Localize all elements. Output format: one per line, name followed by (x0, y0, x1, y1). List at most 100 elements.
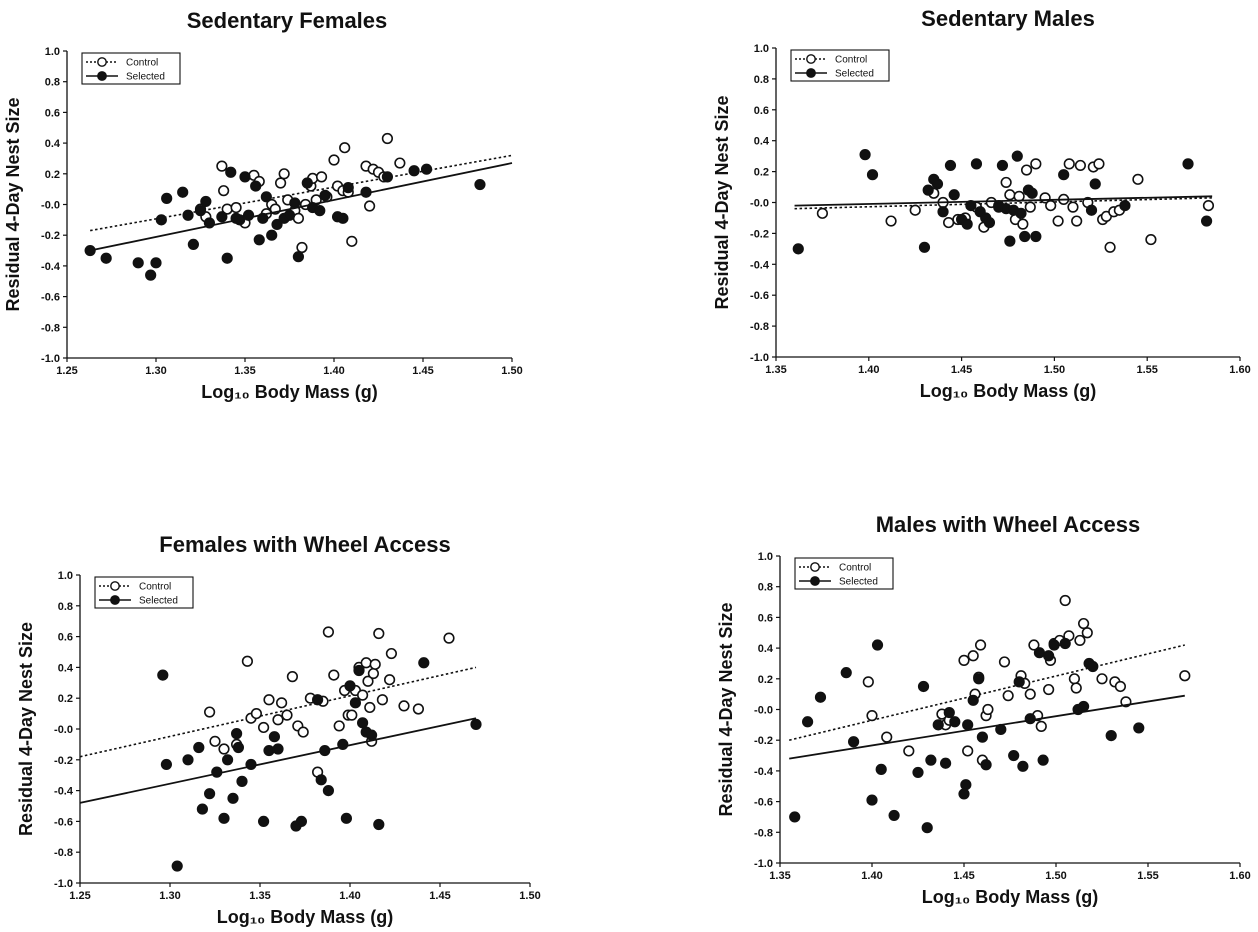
y-tick-label: 0.6 (758, 612, 773, 624)
y-tick-label: 1.0 (754, 43, 769, 55)
data-point-control (443, 632, 455, 644)
y-tick-label: -0.6 (41, 292, 60, 304)
data-point-control (328, 669, 340, 681)
data-point-selected (177, 186, 189, 198)
data-point-control (903, 745, 915, 757)
data-point-selected (1019, 230, 1031, 243)
x-tick-label: 1.35 (234, 365, 255, 377)
data-point-selected (340, 812, 353, 824)
data-point-control (204, 706, 216, 718)
legend-box (790, 49, 890, 82)
y-axis-label: Residual 4-Day Nest Size (716, 602, 736, 816)
x-tick-label: 1.60 (1229, 870, 1250, 882)
data-point-control (333, 720, 345, 732)
data-point-selected (1087, 660, 1099, 673)
data-point-control (1059, 594, 1071, 607)
data-point-selected (1048, 639, 1060, 651)
data-point-control (230, 201, 242, 214)
x-tick-label: 1.40 (339, 890, 360, 902)
data-point-control (218, 743, 230, 755)
data-point-selected (871, 639, 884, 651)
data-point-selected (918, 241, 931, 253)
data-point-selected (171, 860, 183, 872)
fit-line-selected (794, 195, 1213, 207)
data-point-control (278, 168, 290, 180)
data-point-control (1104, 241, 1116, 253)
data-point-selected (1059, 637, 1071, 650)
data-point-selected (408, 165, 420, 177)
data-point-selected (301, 177, 313, 189)
data-point-selected (1200, 215, 1213, 227)
data-point-control (322, 626, 335, 638)
data-point-selected (888, 809, 900, 822)
legend-marker-selected (806, 68, 816, 78)
data-point-selected (1105, 729, 1117, 742)
y-tick-label: -0.6 (754, 797, 773, 809)
legend-marker-selected (810, 576, 820, 586)
fit-line-selected (789, 694, 1185, 760)
chart-title: Females with Wheel Access (159, 532, 450, 557)
y-tick-label: 0.4 (758, 643, 774, 655)
y-tick-label: 1.0 (58, 570, 73, 582)
y-tick-label: -1.0 (750, 352, 769, 364)
data-point-selected (1043, 650, 1055, 662)
x-tick-label: 1.25 (69, 890, 90, 902)
x-tick-label: 1.60 (1229, 364, 1250, 376)
y-tick-label: -0.2 (750, 228, 769, 240)
x-tick-label: 1.35 (769, 870, 790, 882)
data-point-control (1074, 634, 1086, 647)
data-point-control (346, 709, 358, 721)
y-tick-label: -0.6 (54, 816, 73, 828)
y-tick-label: -0.2 (54, 755, 73, 767)
data-point-selected (344, 680, 356, 692)
x-tick-label: 1.30 (159, 890, 180, 902)
data-point-selected (976, 731, 989, 743)
data-point-selected (216, 211, 228, 223)
data-point-selected (965, 199, 977, 212)
data-point-control (258, 721, 270, 734)
y-tick-label: -0.8 (41, 322, 60, 334)
y-tick-label: -0.8 (754, 827, 773, 839)
legend-label-selected: Selected (139, 596, 178, 607)
data-point-selected (937, 206, 949, 218)
y-tick-label: 0.4 (45, 138, 61, 150)
data-point-control (296, 241, 308, 254)
data-point-selected (193, 741, 205, 754)
data-point-selected (312, 694, 324, 706)
data-point-control (373, 627, 385, 640)
data-point-control (1067, 201, 1079, 213)
data-point-selected (944, 159, 957, 172)
data-point-selected (203, 217, 215, 229)
data-point-selected (263, 744, 275, 757)
y-tick-label: 0.2 (58, 693, 73, 705)
y-tick-label: 1.0 (45, 46, 60, 58)
data-point-selected (1089, 178, 1101, 190)
legend-label-selected: Selected (835, 69, 874, 80)
y-axis-label: Residual 4-Day Nest Size (16, 622, 36, 836)
data-point-control (1070, 682, 1082, 694)
data-point-control (1068, 673, 1080, 685)
y-tick-label: -1.0 (754, 858, 773, 870)
data-point-selected (995, 723, 1007, 736)
chart-panel-1: Sedentary Females 1.0 0.8 0.6 0.4 0.2 -0.0 -0.2… (3, 8, 523, 402)
data-point-control (250, 707, 262, 720)
data-point-selected (875, 763, 887, 775)
data-point-control (1035, 720, 1047, 732)
data-point-control (1000, 176, 1012, 189)
y-tick-label: 0.8 (754, 74, 769, 86)
data-point-control (1179, 670, 1191, 682)
x-tick-label: 1.45 (412, 365, 433, 377)
data-point-selected (357, 717, 369, 729)
data-point-selected (1015, 207, 1027, 219)
data-point-selected (337, 738, 349, 751)
legend-marker-selected (97, 71, 107, 81)
data-point-control (360, 657, 372, 669)
data-point-selected (258, 815, 270, 828)
data-point-selected (204, 788, 216, 800)
data-point-selected (315, 774, 327, 786)
x-tick-label: 1.35 (249, 890, 270, 902)
data-point-control (1081, 627, 1093, 639)
data-point-selected (847, 736, 860, 748)
data-point-selected (1085, 204, 1098, 216)
y-axis-label: Residual 4-Day Nest Size (3, 97, 23, 311)
